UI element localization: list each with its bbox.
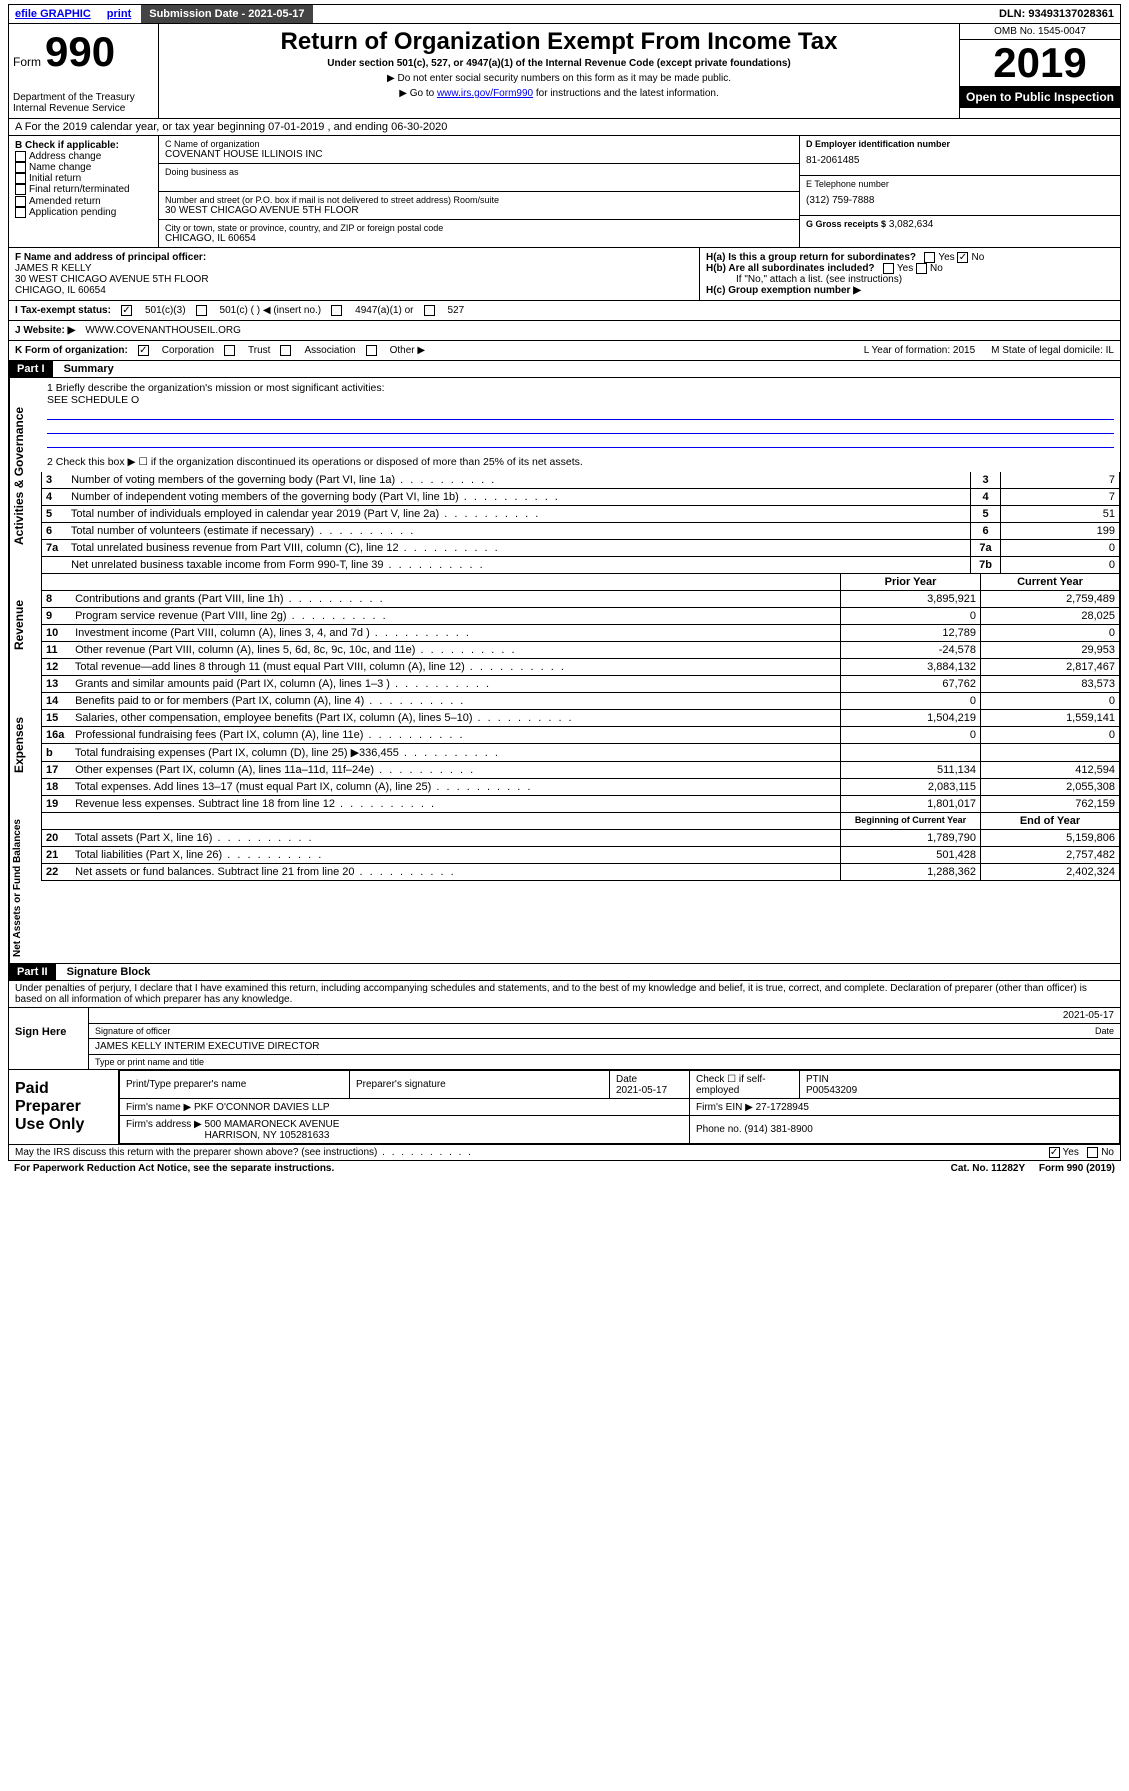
- paid-preparer-block: Paid Preparer Use Only Print/Type prepar…: [8, 1070, 1121, 1145]
- officer-addr: 30 WEST CHICAGO AVENUE 5TH FLOOR CHICAGO…: [15, 274, 693, 296]
- col-b-title: B Check if applicable:: [15, 140, 152, 151]
- gross-receipts: 3,082,634: [889, 219, 934, 230]
- dln-text: DLN: 93493137028361: [993, 6, 1120, 22]
- form-prefix: Form: [13, 55, 41, 69]
- officer-name: JAMES R KELLY: [15, 263, 693, 274]
- part2-bar: Part II Signature Block: [8, 964, 1121, 981]
- ptin: P00543209: [806, 1085, 857, 1096]
- row-a-period: A For the 2019 calendar year, or tax yea…: [8, 119, 1121, 136]
- chk-pending[interactable]: [15, 207, 26, 218]
- telephone: (312) 759-7888: [806, 189, 1114, 212]
- chk-address-change[interactable]: [15, 151, 26, 162]
- firm-phone: (914) 381-8900: [744, 1124, 812, 1135]
- mission-text: SEE SCHEDULE O: [47, 394, 1114, 406]
- omb-number: OMB No. 1545-0047: [960, 24, 1120, 40]
- note-ssn: ▶ Do not enter social security numbers o…: [169, 73, 949, 84]
- chk-other[interactable]: [366, 345, 377, 356]
- vert-governance: Activities & Governance: [9, 378, 41, 574]
- form-header: Form 990 Department of the Treasury Inte…: [8, 24, 1121, 119]
- vert-revenue: Revenue: [9, 574, 41, 676]
- chk-501c[interactable]: [196, 305, 207, 316]
- part1-bar: Part I Summary: [8, 361, 1121, 378]
- chk-final-return[interactable]: [15, 184, 26, 195]
- chk-hb-no[interactable]: [916, 263, 927, 274]
- footer: For Paperwork Reduction Act Notice, see …: [8, 1161, 1121, 1176]
- row-tax-status: I Tax-exempt status: 501(c)(3) 501(c) ( …: [8, 301, 1121, 321]
- chk-assoc[interactable]: [280, 345, 291, 356]
- sign-here-block: Sign Here 2021-05-17 Signature of office…: [8, 1008, 1121, 1070]
- irs-link[interactable]: www.irs.gov/Form990: [437, 88, 533, 99]
- chk-amended[interactable]: [15, 196, 26, 207]
- org-address: 30 WEST CHICAGO AVENUE 5TH FLOOR: [165, 205, 793, 216]
- firm-ein: 27-1728945: [756, 1102, 809, 1113]
- submission-date-button[interactable]: Submission Date - 2021-05-17: [141, 5, 312, 23]
- chk-corp[interactable]: [138, 345, 149, 356]
- chk-initial-return[interactable]: [15, 173, 26, 184]
- chk-501c3[interactable]: [121, 305, 132, 316]
- chk-discuss-yes[interactable]: [1049, 1147, 1060, 1158]
- chk-hb-yes[interactable]: [883, 263, 894, 274]
- vert-expenses: Expenses: [9, 676, 41, 813]
- org-name: COVENANT HOUSE ILLINOIS INC: [165, 149, 793, 160]
- dept-text: Department of the Treasury Internal Reve…: [13, 92, 154, 114]
- row-fgh: F Name and address of principal officer:…: [8, 248, 1121, 301]
- efile-link[interactable]: efile GRAPHIC: [9, 6, 97, 22]
- note-goto-pre: ▶ Go to: [399, 88, 437, 99]
- ein: 81-2061485: [806, 149, 1114, 172]
- tax-year: 2019: [960, 40, 1120, 86]
- chk-ha-no[interactable]: [957, 252, 968, 263]
- officer-sig-name: JAMES KELLY INTERIM EXECUTIVE DIRECTOR: [95, 1041, 320, 1052]
- summary-section: Activities & Governance 1 Briefly descri…: [8, 378, 1121, 964]
- top-toolbar: efile GRAPHIC print Submission Date - 20…: [8, 4, 1121, 24]
- discuss-row: May the IRS discuss this return with the…: [8, 1145, 1121, 1161]
- block-bcd: B Check if applicable: Address change Na…: [8, 136, 1121, 248]
- website-url: WWW.COVENANTHOUSEIL.ORG: [85, 325, 241, 336]
- org-city: CHICAGO, IL 60654: [165, 233, 793, 244]
- chk-name-change[interactable]: [15, 162, 26, 173]
- form-subtitle: Under section 501(c), 527, or 4947(a)(1)…: [169, 58, 949, 69]
- print-link[interactable]: print: [101, 6, 137, 22]
- chk-discuss-no[interactable]: [1087, 1147, 1098, 1158]
- open-inspection: Open to Public Inspection: [960, 86, 1120, 108]
- state-domicile: M State of legal domicile: IL: [991, 345, 1114, 356]
- row-k-org: K Form of organization: Corporation Trus…: [8, 341, 1121, 361]
- year-formation: L Year of formation: 2015: [864, 345, 975, 356]
- form-title: Return of Organization Exempt From Incom…: [169, 28, 949, 56]
- row-website: J Website: ▶ WWW.COVENANTHOUSEIL.ORG: [8, 321, 1121, 341]
- form-number: 990: [45, 28, 115, 76]
- perjury-text: Under penalties of perjury, I declare th…: [8, 981, 1121, 1008]
- firm-name: PKF O'CONNOR DAVIES LLP: [194, 1102, 330, 1113]
- note-goto-post: for instructions and the latest informat…: [533, 88, 719, 99]
- chk-527[interactable]: [424, 305, 435, 316]
- chk-trust[interactable]: [224, 345, 235, 356]
- vert-netassets: Net Assets or Fund Balances: [9, 813, 41, 963]
- chk-4947[interactable]: [331, 305, 342, 316]
- chk-ha-yes[interactable]: [924, 252, 935, 263]
- firm-address: 500 MAMARONECK AVENUE HARRISON, NY 10528…: [205, 1119, 340, 1141]
